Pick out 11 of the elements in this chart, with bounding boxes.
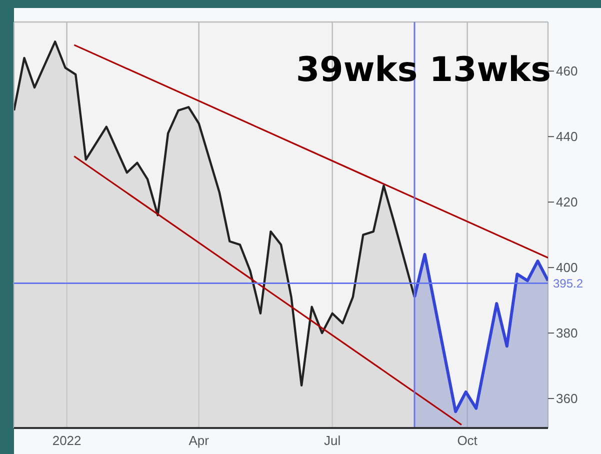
x-tick-label: Apr	[188, 433, 210, 448]
y-tick-label: 420	[556, 194, 578, 210]
y-tick-label: 440	[556, 129, 578, 144]
x-tick-label: Jul	[324, 433, 341, 448]
x-tick-label: 2022	[52, 433, 82, 448]
x-tick-label: Oct	[457, 433, 478, 448]
y-tick-label: 360	[556, 391, 578, 406]
ref-line-label: 395.2	[553, 276, 584, 291]
y-tick-label: 460	[556, 64, 578, 79]
y-tick-label: 400	[556, 260, 578, 276]
y-tick-label: 380	[556, 326, 578, 341]
